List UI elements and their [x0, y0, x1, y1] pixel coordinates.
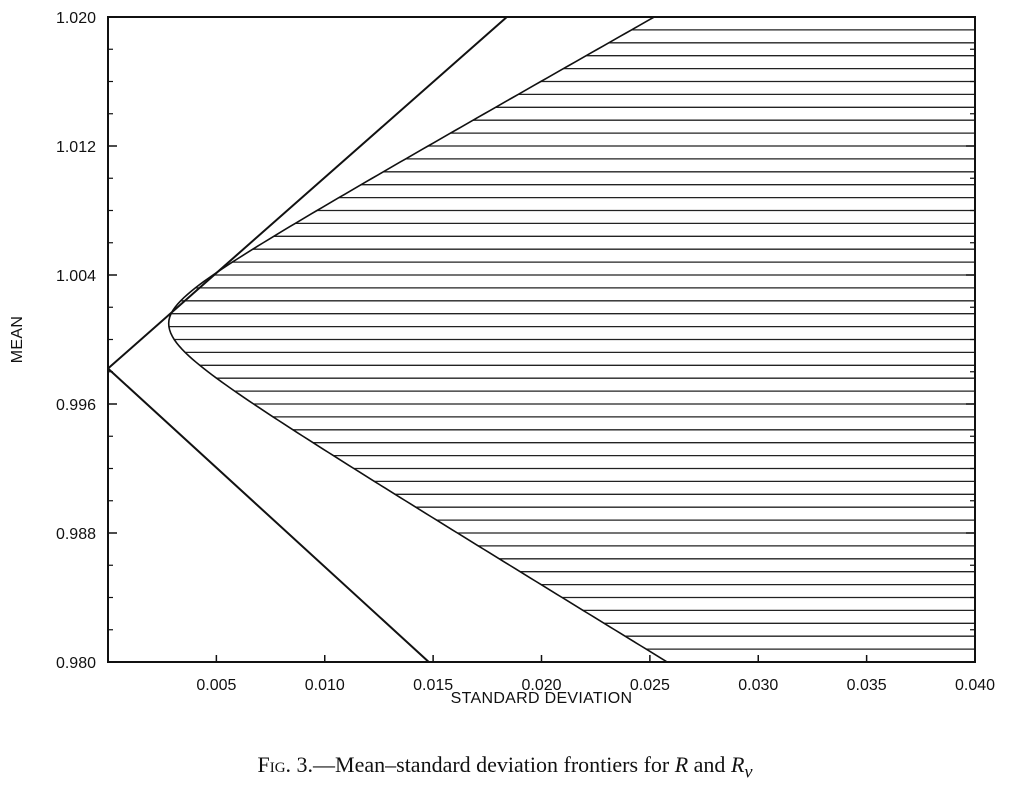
y-tick-label: 0.980: [56, 655, 96, 672]
y-tick-label: 0.988: [56, 526, 96, 543]
caption-symbol-rv: R: [730, 752, 745, 777]
y-axis-title: MEAN: [9, 316, 26, 363]
x-tick-label: 0.040: [955, 677, 995, 694]
y-tick-label: 0.996: [56, 397, 96, 414]
y-tick-label: 1.004: [56, 268, 96, 285]
frontier-curve-rv: [167, 16, 668, 663]
frontier-line-upper: [107, 16, 508, 370]
caption-text: —Mean–standard deviation frontiers for: [313, 752, 675, 777]
x-tick-label: 0.020: [521, 677, 561, 694]
figure-caption: Fig. 3.—Mean–standard deviation frontier…: [0, 752, 1010, 782]
hatched-feasible-region: [168, 29, 975, 650]
x-tick-label: 0.025: [630, 677, 670, 694]
y-tick-label: 1.012: [56, 139, 96, 156]
x-axis-title: STANDARD DEVIATION: [451, 690, 633, 707]
frontier-lines: [107, 16, 668, 663]
x-tick-label: 0.010: [305, 677, 345, 694]
caption-symbol-rv-subscript: v: [744, 761, 753, 782]
x-tick-label: 0.015: [413, 677, 453, 694]
caption-symbol-r: R: [674, 752, 689, 777]
caption-and: and: [688, 752, 731, 777]
y-tick-label: 1.020: [56, 10, 96, 27]
frontier-line-lower: [107, 367, 430, 663]
caption-figure-number: Fig. 3.: [257, 752, 314, 777]
x-tick-label: 0.035: [847, 677, 887, 694]
axis-ticks: [108, 16, 976, 663]
tick-labels: 0.005 0.010 0.015 0.020 0.025 0.030 0.035 0.040…: [56, 10, 995, 694]
x-tick-label: 0.030: [738, 677, 778, 694]
x-tick-label: 0.005: [196, 677, 236, 694]
